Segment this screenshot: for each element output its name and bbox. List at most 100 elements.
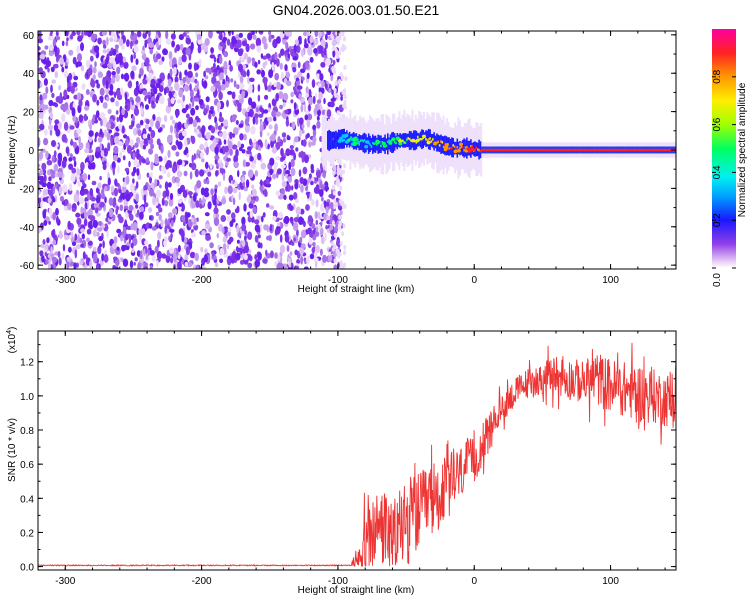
noise-speckle	[110, 31, 115, 38]
signal-core	[667, 148, 670, 152]
noise-speckle	[343, 94, 347, 100]
signal-blob	[339, 136, 344, 141]
signal-envelope	[441, 136, 444, 154]
noise-speckle	[133, 207, 136, 215]
noise-speckle	[309, 35, 314, 44]
noise-speckle	[86, 228, 92, 235]
noise-speckle	[184, 69, 188, 76]
noise-speckle	[116, 246, 120, 251]
signal-core	[513, 148, 516, 152]
noise-speckle	[199, 169, 205, 177]
snr-scale-label: (x104)	[6, 327, 18, 354]
noise-speckle	[41, 255, 45, 263]
noise-speckle	[183, 149, 188, 156]
noise-speckle	[336, 110, 340, 116]
signal-core	[357, 138, 359, 141]
noise-speckle	[343, 45, 347, 51]
noise-speckle	[80, 64, 85, 72]
noise-speckle	[66, 256, 71, 262]
noise-speckle	[216, 232, 219, 239]
noise-speckle	[275, 92, 280, 102]
noise-speckle	[73, 75, 79, 81]
signal-envelope	[329, 131, 332, 150]
noise-speckle	[149, 48, 153, 55]
noise-speckle	[261, 69, 265, 78]
noise-speckle	[260, 242, 263, 249]
signal-core	[551, 148, 554, 152]
noise-speckle	[142, 31, 147, 39]
noise-speckle	[85, 59, 91, 69]
noise-speckle	[143, 184, 148, 191]
noise-speckle	[144, 104, 150, 110]
signal-core	[584, 148, 587, 152]
noise-speckle	[342, 263, 346, 269]
noise-speckle	[266, 203, 270, 208]
noise-speckle	[40, 110, 44, 120]
noise-speckle	[290, 217, 293, 224]
noise-speckle	[209, 242, 214, 249]
signal-core	[557, 148, 559, 152]
noise-speckle	[298, 216, 304, 225]
noise-speckle	[103, 254, 109, 263]
noise-speckle	[76, 53, 83, 62]
noise-speckle	[106, 96, 110, 102]
noise-speckle	[144, 240, 149, 246]
noise-speckle	[257, 139, 263, 146]
noise-speckle	[144, 123, 150, 130]
noise-speckle	[137, 262, 141, 269]
noise-speckle	[143, 202, 149, 208]
noise-speckle	[96, 146, 101, 153]
noise-speckle	[333, 88, 337, 93]
noise-speckle	[139, 206, 145, 213]
noise-speckle	[257, 241, 261, 249]
noise-speckle	[289, 251, 293, 256]
noise-speckle	[252, 188, 257, 197]
noise-speckle	[213, 217, 220, 227]
noise-speckle	[89, 188, 94, 197]
signal-core	[441, 141, 444, 144]
noise-speckle	[127, 80, 133, 89]
noise-speckle	[152, 114, 156, 121]
noise-speckle	[255, 37, 262, 47]
noise-speckle	[332, 170, 336, 176]
signal-core	[625, 148, 628, 152]
noise-speckle	[58, 186, 63, 195]
noise-speckle	[244, 245, 250, 254]
noise-speckle	[203, 70, 207, 78]
noise-speckle	[141, 228, 146, 236]
noise-speckle	[38, 38, 43, 44]
signal-core	[415, 141, 418, 144]
noise-speckle	[95, 79, 99, 84]
noise-speckle	[48, 51, 54, 56]
noise-speckle	[70, 85, 75, 94]
noise-speckle	[241, 216, 246, 226]
noise-speckle	[139, 84, 144, 89]
noise-speckle	[305, 92, 309, 99]
noise-speckle	[341, 31, 345, 37]
colorbar-tick-label: 0.6	[712, 117, 723, 131]
noise-speckle	[308, 88, 312, 98]
noise-speckle	[331, 241, 335, 246]
noise-speckle	[237, 70, 241, 79]
noise-speckle	[121, 125, 125, 134]
signal-core	[562, 148, 565, 152]
noise-speckle	[318, 31, 322, 39]
noise-speckle	[217, 195, 221, 200]
noise-speckle	[333, 258, 337, 264]
noise-speckle	[303, 154, 309, 164]
noise-speckle	[316, 115, 320, 121]
spectrogram-noise-region	[38, 31, 348, 269]
noise-speckle	[145, 118, 150, 125]
noise-speckle	[83, 218, 88, 227]
noise-speckle	[59, 154, 62, 163]
noise-speckle	[293, 192, 298, 200]
signal-core	[460, 145, 463, 149]
noise-speckle	[204, 248, 208, 255]
noise-speckle	[44, 45, 49, 50]
signal-core	[572, 148, 574, 152]
noise-speckle	[204, 75, 209, 80]
noise-speckle	[41, 162, 47, 171]
noise-speckle	[76, 45, 80, 54]
signal-core	[391, 139, 393, 142]
